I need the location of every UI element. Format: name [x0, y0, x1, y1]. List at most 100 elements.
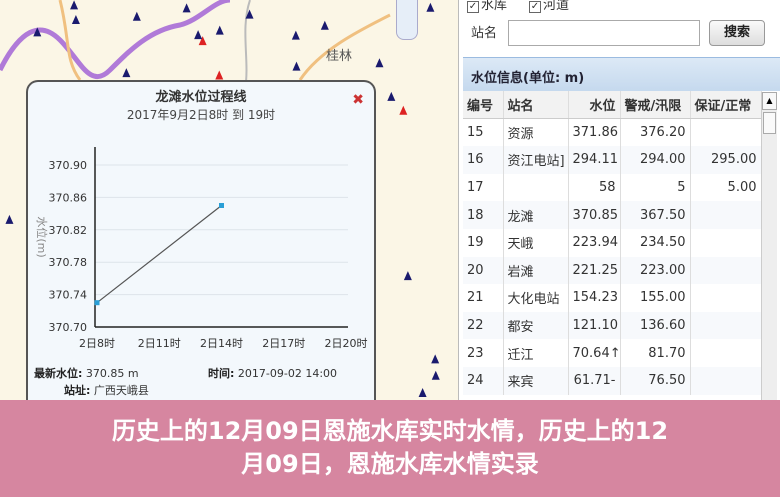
station-marker-icon[interactable]	[122, 68, 131, 78]
station-marker-icon[interactable]	[132, 11, 141, 21]
station-marker-icon[interactable]	[33, 27, 42, 37]
station-marker-icon[interactable]	[403, 271, 412, 281]
headline-line-1: 历史上的12月09日恩施水库实时水情，历史上的12	[111, 417, 669, 445]
y-tick-label: 370.74	[49, 289, 88, 302]
station-marker-icon[interactable]	[431, 370, 440, 380]
table-row[interactable]: 21 大化电站 154.23 155.00	[463, 284, 762, 312]
table-cell	[690, 201, 762, 229]
table-cell: 天峨	[503, 228, 569, 257]
scrollbar[interactable]: ▲	[761, 92, 777, 400]
table-row[interactable]: 23 迁江 70.64↑ 81.70	[463, 339, 762, 367]
station-marker-icon[interactable]	[245, 9, 254, 19]
table-cell	[690, 256, 762, 285]
station-marker-icon[interactable]	[198, 36, 207, 46]
station-marker-icon[interactable]	[387, 91, 396, 101]
series-line	[96, 205, 222, 304]
scroll-thumb[interactable]	[763, 112, 776, 134]
y-tick-label: 370.78	[49, 256, 88, 269]
water-level-popup: 370.90 370.86 370.82 370.78 370.74 370.70 2日8时…	[26, 80, 376, 400]
table-cell: 371.86	[568, 118, 621, 147]
table-cell	[690, 284, 762, 312]
table-cell: 61.71-	[568, 366, 621, 395]
table-cell: 资江电站]	[503, 146, 569, 174]
chart-title: 龙滩水位过程线	[155, 90, 247, 105]
water-level-table: 编号 站名 水位 警戒/汛限 保证/正常 15 资源 371.86 376.20 16 资…	[463, 91, 762, 395]
table-cell: 154.23	[568, 284, 621, 312]
time-value: 2017-09-02 14:00	[237, 367, 338, 380]
table-row[interactable]: 18 龙滩 370.85 367.50	[463, 201, 762, 229]
road-line	[298, 13, 391, 81]
table-row[interactable]: 17 58 5 5.00	[463, 173, 762, 202]
station-marker-icon[interactable]	[182, 3, 191, 13]
map-layer	[0, 0, 440, 397]
station-marker-icon[interactable]	[194, 30, 203, 40]
table-cell	[690, 228, 762, 257]
data-point[interactable]	[219, 203, 224, 208]
side-tab[interactable]	[396, 0, 418, 40]
y-tick-label: 370.86	[49, 191, 88, 204]
col-guarantee[interactable]: 保证/正常	[690, 91, 762, 120]
table-row[interactable]: 24 来宾 61.71- 76.50	[463, 366, 762, 395]
table-cell: 295.00	[690, 146, 762, 174]
station-marker-icon[interactable]	[320, 20, 329, 30]
table-cell: 367.50	[620, 201, 691, 229]
station-marker-icon[interactable]	[418, 387, 427, 397]
data-point[interactable]	[94, 300, 100, 306]
time-label: 时间:	[208, 367, 235, 380]
scroll-up-icon[interactable]: ▲	[762, 92, 777, 110]
col-id[interactable]: 编号	[463, 91, 504, 120]
checkbox-river[interactable]: ✓ 河道	[529, 0, 570, 13]
table-cell: 龙滩	[503, 201, 569, 229]
city-label: 桂林	[326, 49, 353, 64]
table-cell: 迁江	[503, 339, 569, 367]
station-marker-icon[interactable]	[426, 2, 435, 12]
station-marker-icon[interactable]	[215, 70, 224, 80]
station-marker-icon[interactable]	[291, 30, 300, 40]
station-marker-icon[interactable]	[71, 14, 80, 24]
station-marker-icon[interactable]	[399, 105, 408, 115]
table-cell: 16	[463, 146, 504, 174]
table-cell	[503, 173, 569, 202]
table-cell: 21	[463, 284, 504, 312]
table-cell: 221.25	[568, 256, 621, 285]
station-marker-icon[interactable]	[292, 61, 301, 71]
table-row[interactable]: 20 岩滩 221.25 223.00	[463, 256, 762, 285]
search-button[interactable]: 搜索	[709, 20, 765, 46]
col-level[interactable]: 水位	[568, 91, 621, 120]
station-marker-icon[interactable]	[70, 0, 79, 10]
right-panel: ✓ 水库 ✓ 河道 站名 搜索 水位信息(单位: m) 编号 站名 水位 警戒/汛限…	[458, 0, 780, 400]
table-cell	[690, 118, 762, 147]
y-tick-label: 370.90	[49, 159, 88, 172]
table-row[interactable]: 22 都安 121.10 136.60	[463, 311, 762, 340]
table-cell	[690, 339, 762, 367]
table-cell: 294.11	[568, 146, 621, 174]
table-row[interactable]: 19 天峨 223.94 234.50	[463, 228, 762, 257]
checkbox-reservoir[interactable]: ✓ 水库	[467, 0, 508, 13]
table-cell: 资源	[503, 118, 569, 147]
table-cell: 22	[463, 311, 504, 340]
table-cell: 70.64↑	[568, 339, 621, 367]
station-marker-icon[interactable]	[375, 58, 384, 68]
table-cell: 5	[620, 173, 691, 202]
table-row[interactable]: 15 资源 371.86 376.20	[463, 118, 762, 147]
table-row[interactable]: 16 资江电站] 294.11 294.00 295.00	[463, 146, 762, 174]
table-cell: 都安	[503, 311, 569, 340]
x-tick-label: 2日17时	[262, 337, 305, 350]
col-warning[interactable]: 警戒/汛限	[620, 91, 691, 120]
y-tick-label: 370.70	[49, 321, 88, 334]
y-tick-label: 370.82	[49, 224, 88, 237]
close-icon[interactable]: ✖	[352, 92, 364, 108]
latest-label: 最新水位:	[34, 367, 83, 380]
col-name[interactable]: 站名	[503, 91, 569, 120]
station-search-input[interactable]	[508, 20, 700, 46]
site-value: 广西天峨县	[93, 384, 149, 397]
headline-banner: 历史上的12月09日恩施水库实时水情，历史上的12 月09日，恩施水库水情实录	[0, 400, 780, 497]
checkbox-icon: ✓	[467, 1, 479, 13]
border-line	[0, 0, 231, 79]
latest-value: 370.85 m	[85, 367, 139, 380]
station-marker-icon[interactable]	[215, 25, 224, 35]
station-marker-icon[interactable]	[431, 354, 440, 364]
station-label: 站名	[471, 26, 498, 41]
table-cell: 15	[463, 118, 504, 147]
station-marker-icon[interactable]	[5, 214, 14, 224]
